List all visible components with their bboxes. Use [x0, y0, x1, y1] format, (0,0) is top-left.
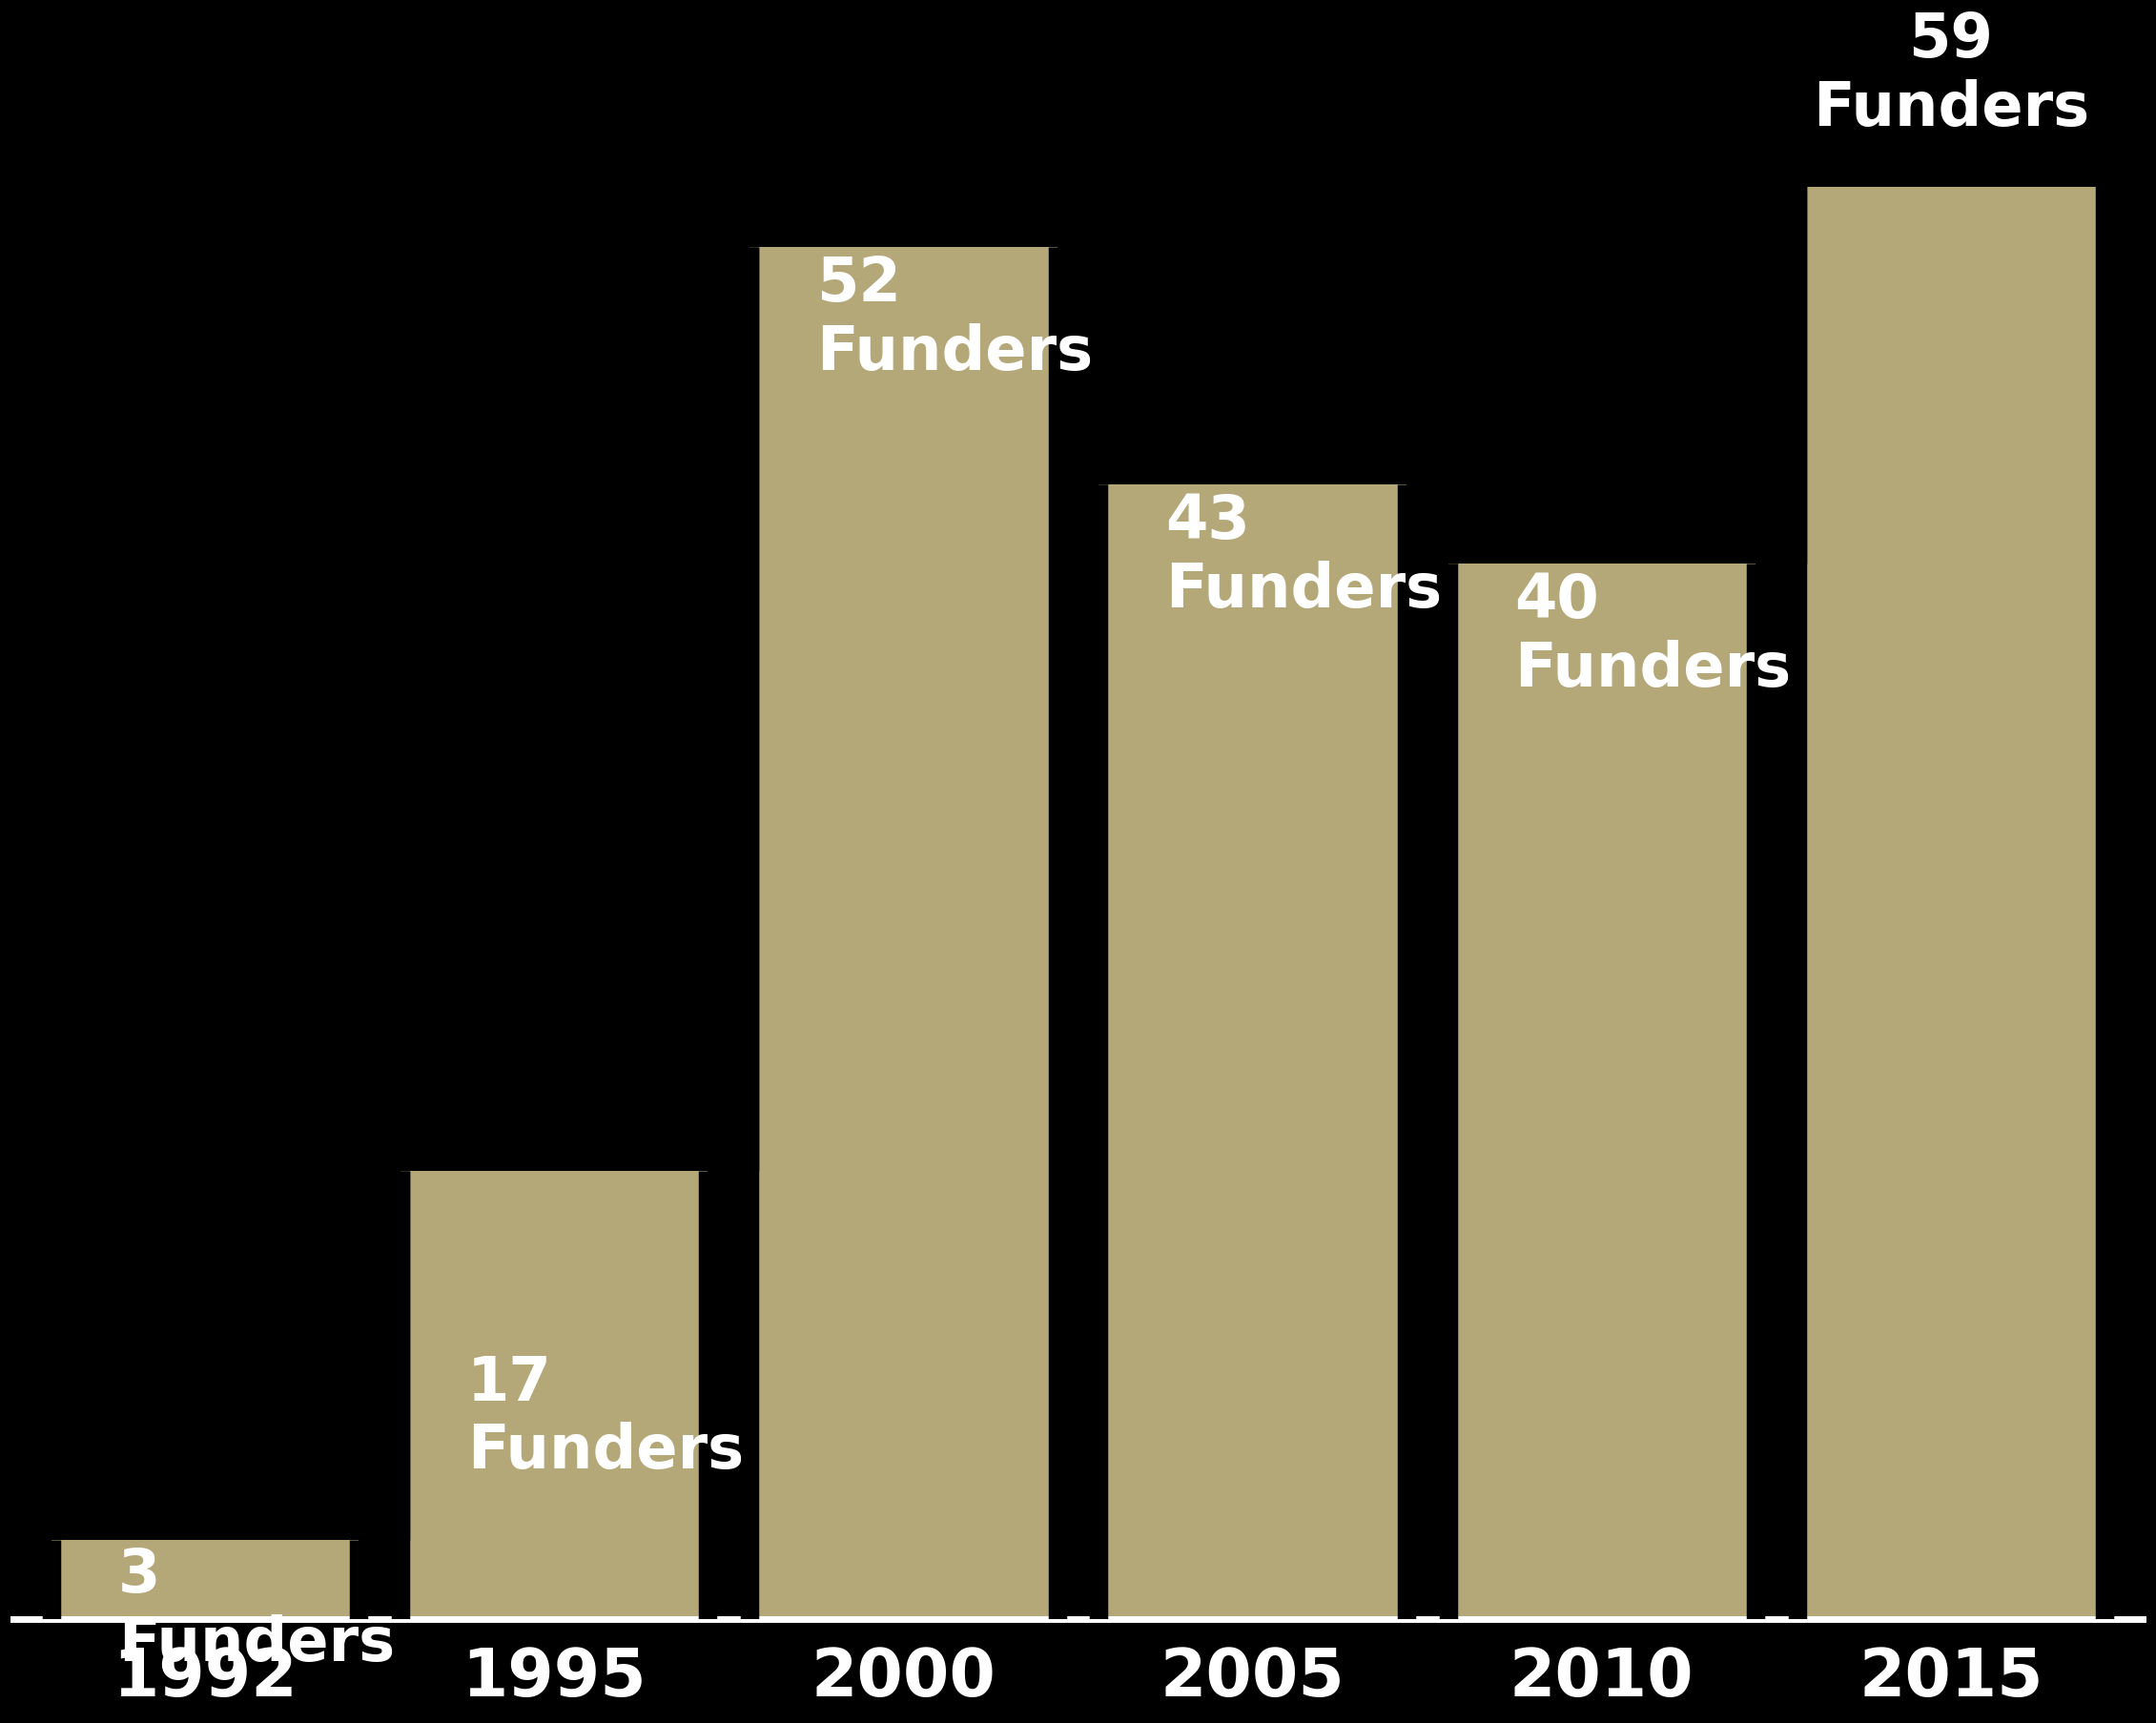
Bar: [1449, 563, 1755, 1620]
Bar: [52, 1540, 358, 1620]
Text: 43
Funders: 43 Funders: [1164, 493, 1442, 620]
Bar: [1798, 62, 2104, 1620]
Text: 17
Funders: 17 Funders: [468, 1354, 744, 1482]
Text: 52
Funders: 52 Funders: [817, 255, 1093, 383]
Bar: [401, 1170, 707, 1620]
Bar: [750, 246, 1056, 1620]
Text: 40
Funders: 40 Funders: [1514, 572, 1792, 700]
Text: 3
Funders: 3 Funders: [119, 1546, 395, 1673]
Bar: [1100, 484, 1406, 1620]
Text: 59
Funders: 59 Funders: [1813, 10, 2089, 138]
